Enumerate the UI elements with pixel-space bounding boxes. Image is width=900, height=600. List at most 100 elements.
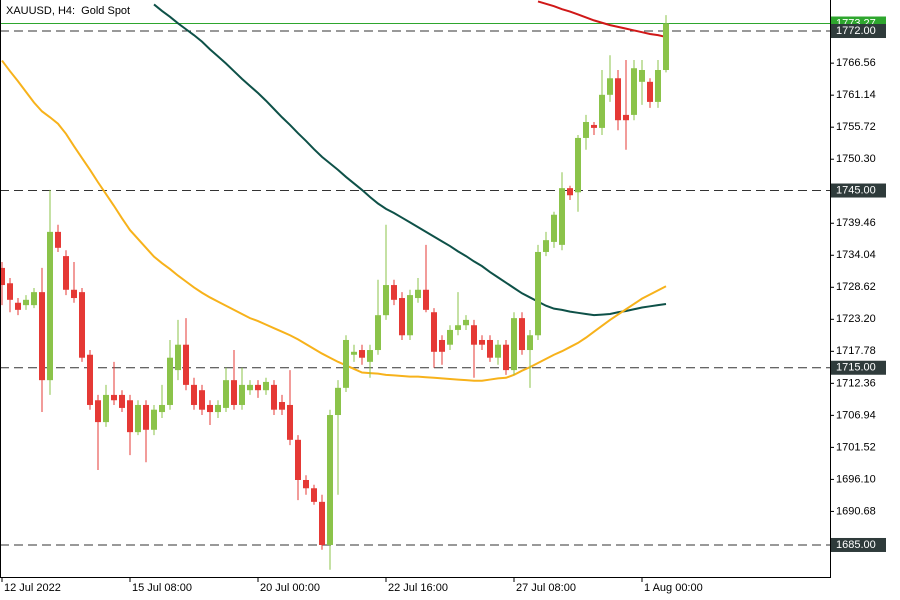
candle-body xyxy=(367,350,373,362)
y-tick-label: 1696.10 xyxy=(836,473,876,485)
y-tick-label: 1739.46 xyxy=(836,217,876,229)
level-label: 1715.00 xyxy=(836,362,876,374)
candle-body xyxy=(119,394,125,408)
candle-body xyxy=(527,335,533,351)
level-label: 1745.00 xyxy=(836,184,876,196)
candle-body xyxy=(391,285,397,300)
candle-body xyxy=(543,240,549,252)
candle-body xyxy=(327,415,333,545)
moving-average-line xyxy=(153,3,667,317)
candle-body xyxy=(655,70,661,102)
candle-body xyxy=(31,292,37,306)
candle-body xyxy=(95,400,101,423)
moving-average-line xyxy=(537,0,667,38)
candle-body xyxy=(583,121,589,138)
x-tick-label: 20 Jul 00:00 xyxy=(260,582,320,594)
y-tick-label: 1755.72 xyxy=(836,121,876,133)
candle-body xyxy=(407,295,413,336)
y-tick-label: 1750.30 xyxy=(836,153,876,165)
candle-body xyxy=(63,256,69,290)
candle-body xyxy=(183,344,189,385)
level-tag xyxy=(831,24,886,39)
y-tick-label: 1717.78 xyxy=(836,345,876,357)
candle-body xyxy=(175,344,181,371)
candle-body xyxy=(239,384,245,405)
candle-body xyxy=(423,289,429,310)
candle-body xyxy=(15,302,21,310)
candle-body xyxy=(559,188,565,245)
candle-body xyxy=(135,404,141,433)
candle-body xyxy=(23,299,29,306)
candle-body xyxy=(199,390,205,410)
candle-body xyxy=(335,387,341,416)
x-tick-label: 22 Jul 16:00 xyxy=(388,582,448,594)
candle-body xyxy=(455,325,461,330)
candle-body xyxy=(591,124,597,128)
candle-body xyxy=(623,114,629,121)
candle-body xyxy=(159,404,165,413)
level-tag xyxy=(831,183,886,198)
candle-body xyxy=(599,94,605,128)
candle-body xyxy=(295,439,301,480)
candle-body xyxy=(87,354,93,405)
candle-body xyxy=(359,350,365,358)
y-tick-label: 1706.94 xyxy=(836,409,876,421)
x-tick-label: 27 Jul 08:00 xyxy=(516,582,576,594)
candle-body xyxy=(319,501,325,545)
y-tick-label: 1728.62 xyxy=(836,281,876,293)
moving-average-line xyxy=(1,59,667,382)
y-tick-label: 1701.52 xyxy=(836,441,876,453)
candle-body xyxy=(263,381,269,391)
candle-body xyxy=(143,404,149,430)
x-tick-label: 1 Aug 00:00 xyxy=(644,582,703,594)
candle-body xyxy=(631,68,637,115)
level-tag xyxy=(831,360,886,375)
candle-body xyxy=(447,329,453,345)
chart-title: XAUUSD, H4: Gold Spot xyxy=(6,5,130,17)
candle-body xyxy=(487,339,493,358)
candle-body xyxy=(47,231,53,381)
candle-body xyxy=(575,137,581,193)
candle-body xyxy=(431,312,437,352)
candle-body xyxy=(79,292,85,358)
candle-body xyxy=(663,23,669,71)
candle-body xyxy=(463,319,469,326)
candle-body xyxy=(567,188,573,196)
candle-body xyxy=(71,289,77,299)
level-label: 1685.00 xyxy=(836,539,876,551)
candle-body xyxy=(495,344,501,358)
candle-body xyxy=(471,325,477,345)
candle-body xyxy=(615,78,621,121)
candle-body xyxy=(191,384,197,405)
y-tick-label: 1712.36 xyxy=(836,377,876,389)
x-tick-label: 15 Jul 08:00 xyxy=(132,582,192,594)
candle-body xyxy=(167,357,173,405)
candle-body xyxy=(503,344,509,371)
candle-body xyxy=(351,351,357,355)
candle-body xyxy=(7,283,13,300)
candle-body xyxy=(215,404,221,413)
candle-body xyxy=(519,318,525,351)
candle-body xyxy=(511,318,517,371)
candle-body xyxy=(535,251,541,336)
candle-body xyxy=(479,339,485,345)
candle-body xyxy=(207,404,213,413)
candle-body xyxy=(271,384,277,410)
y-tick-label: 1766.56 xyxy=(836,57,876,69)
candle-body xyxy=(639,70,645,82)
candle-body xyxy=(311,488,317,502)
level-tag xyxy=(831,537,886,552)
candle-body xyxy=(287,404,293,440)
candle-body xyxy=(103,394,109,423)
level-label: 1772.00 xyxy=(836,25,876,37)
candle-body xyxy=(127,400,133,433)
y-tick-label: 1761.14 xyxy=(836,89,876,101)
candle-body xyxy=(551,214,557,242)
x-tick-label: 12 Jul 2022 xyxy=(4,582,61,594)
candle-body xyxy=(399,298,405,336)
candle-body xyxy=(151,409,157,430)
candle-body xyxy=(415,289,421,299)
plot-area xyxy=(0,0,830,570)
candle-body xyxy=(111,394,117,401)
